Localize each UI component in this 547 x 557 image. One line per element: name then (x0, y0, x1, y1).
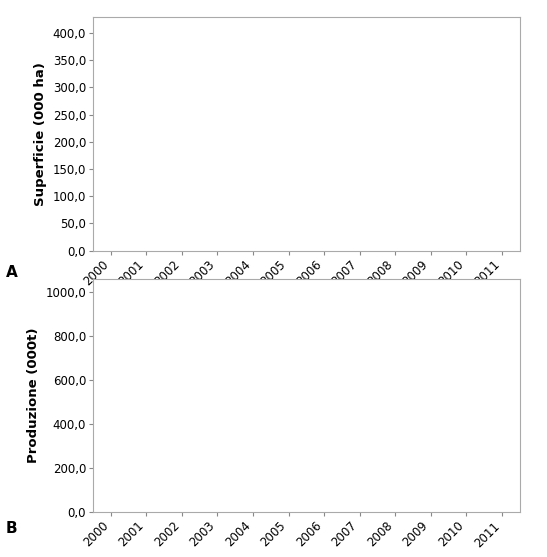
Y-axis label: Superficie (000 ha): Superficie (000 ha) (34, 62, 47, 206)
Text: B: B (5, 521, 17, 536)
Y-axis label: Produzione (000t): Produzione (000t) (27, 328, 40, 463)
Text: A: A (5, 265, 17, 280)
